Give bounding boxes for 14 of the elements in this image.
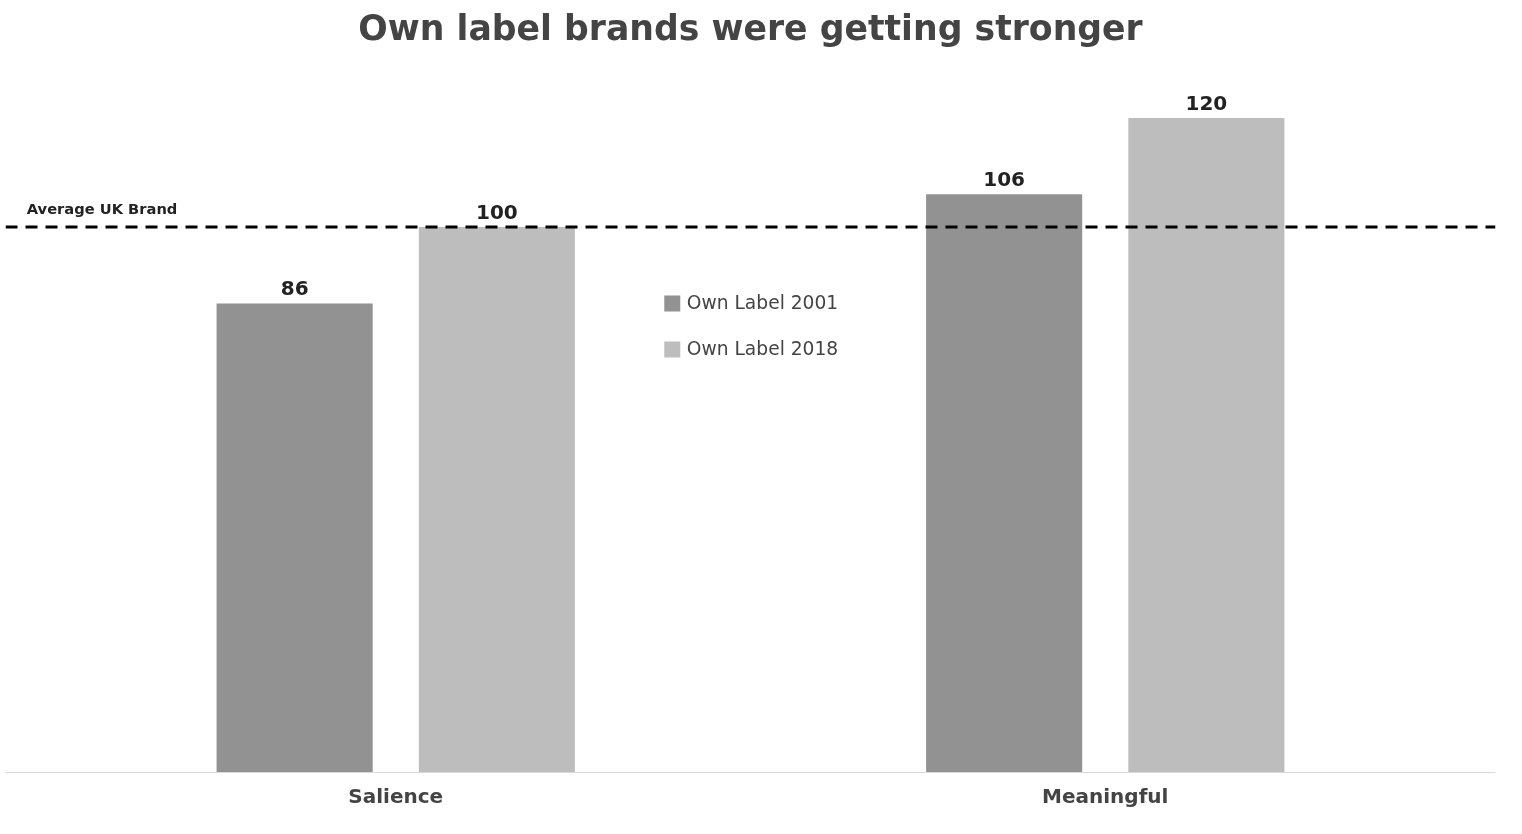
legend-label: Own Label 2018 — [686, 338, 839, 359]
data-label: 100 — [475, 200, 518, 225]
bar — [216, 303, 373, 773]
bar — [1128, 117, 1285, 773]
ref-line-label: Average UK Brand — [26, 200, 178, 218]
legend-label: Own Label 2001 — [686, 292, 839, 313]
x-tick-label: Meaningful — [1042, 783, 1169, 808]
x-tick-label: Salience — [348, 783, 444, 808]
data-label: 86 — [280, 276, 309, 301]
bar — [418, 227, 575, 773]
data-label: 120 — [1185, 90, 1228, 115]
chart-title: Own label brands were getting stronger — [358, 7, 1143, 48]
bar — [926, 194, 1083, 773]
data-label: 106 — [983, 167, 1026, 192]
